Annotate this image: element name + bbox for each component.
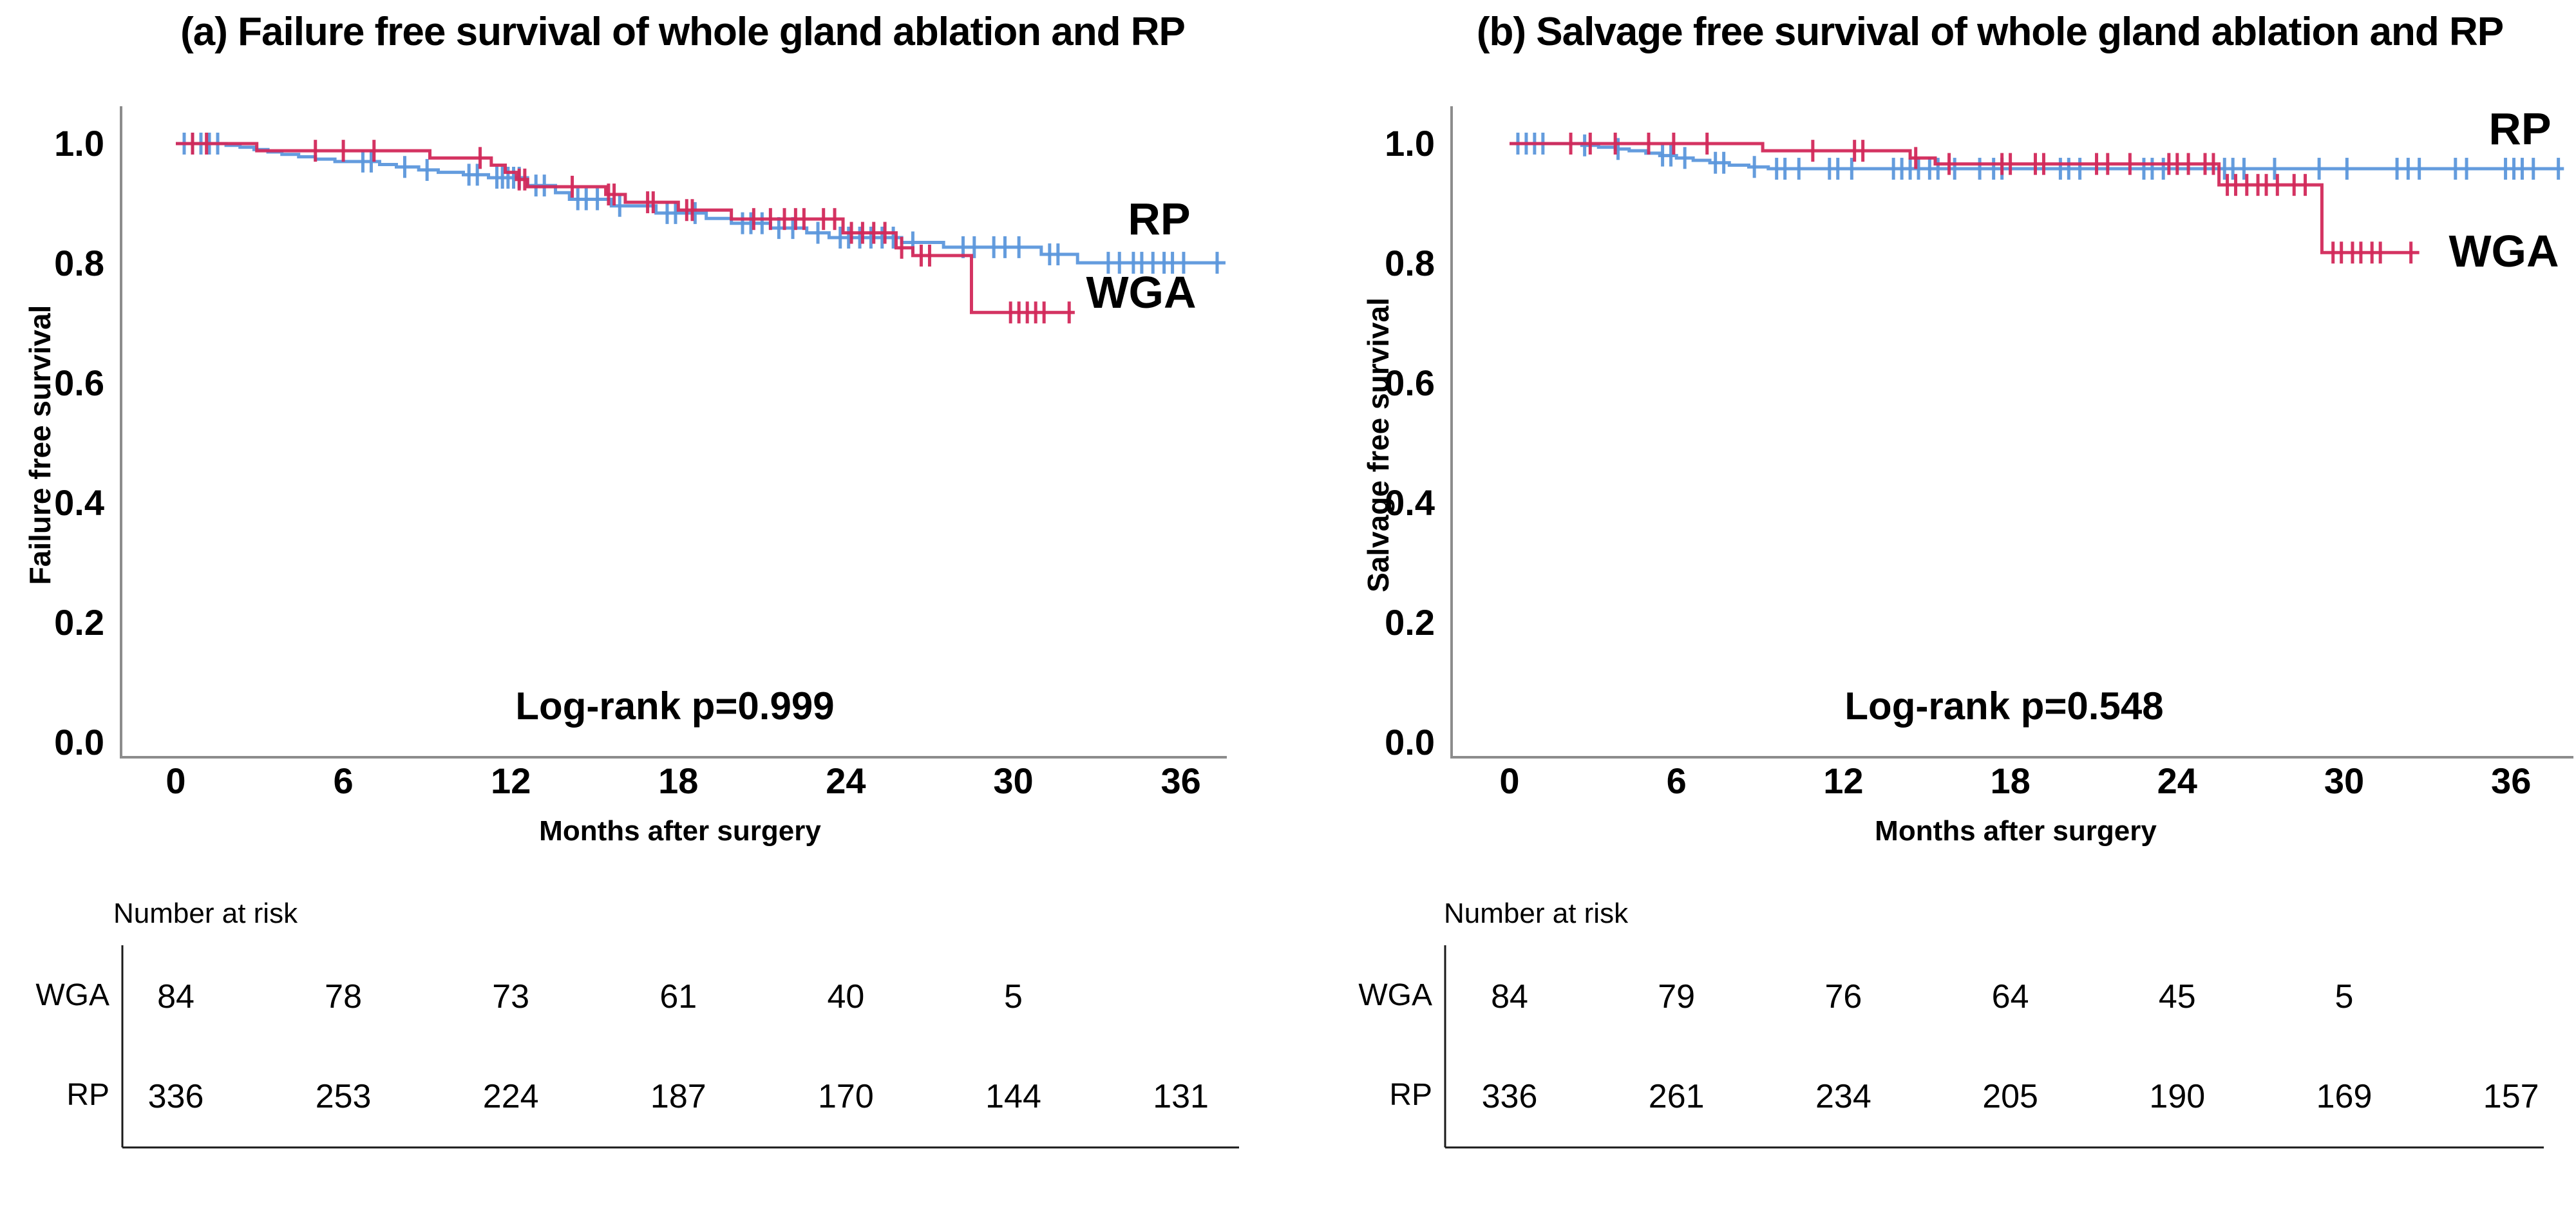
panel-0-xtick: 6	[334, 760, 354, 801]
panel-1-ytick: 0.6	[1385, 363, 1435, 403]
panel-1-xtick: 0	[1499, 760, 1519, 801]
panel-0-ytick: 0.8	[54, 243, 104, 283]
panel-0-xtick: 18	[658, 760, 698, 801]
panel-0-axis	[120, 106, 1227, 759]
panel-1-xtick: 24	[2157, 760, 2197, 801]
panel-0-xtick: 24	[826, 760, 866, 801]
km-curve-wga	[176, 142, 1075, 314]
panel-0-xtick: 12	[491, 760, 531, 801]
panel-1-xtick: 18	[1990, 760, 2030, 801]
panel-1-ytick: 0.2	[1385, 602, 1435, 643]
panel-1-xtick: 36	[2491, 760, 2531, 801]
panel-1-ytick: 0.0	[1385, 722, 1435, 762]
km-curve-wga	[1510, 142, 2420, 254]
panel-0-ytick: 1.0	[54, 123, 104, 164]
panel-1-ytick: 0.8	[1385, 243, 1435, 283]
panel-1-axis	[1450, 106, 2573, 759]
panel-1-ytick: 0.4	[1385, 482, 1435, 523]
panel-0-ytick: 0.2	[54, 602, 104, 643]
panel-0-ytick: 0.6	[54, 363, 104, 403]
panel-1-xtick: 12	[1823, 760, 1863, 801]
panel-0-xtick: 0	[166, 760, 185, 801]
panel-1-xtick: 30	[2324, 760, 2364, 801]
panel-1-ytick: 1.0	[1385, 123, 1435, 164]
panel-1-xtick: 6	[1667, 760, 1687, 801]
panel-0-ytick: 0.4	[54, 482, 104, 523]
km-curve-rp	[1510, 142, 2564, 171]
panel-0-xtick: 36	[1160, 760, 1200, 801]
km-curve-rp	[176, 142, 1226, 265]
panel-0-ytick: 0.0	[54, 722, 104, 762]
panel-0-xtick: 30	[993, 760, 1033, 801]
